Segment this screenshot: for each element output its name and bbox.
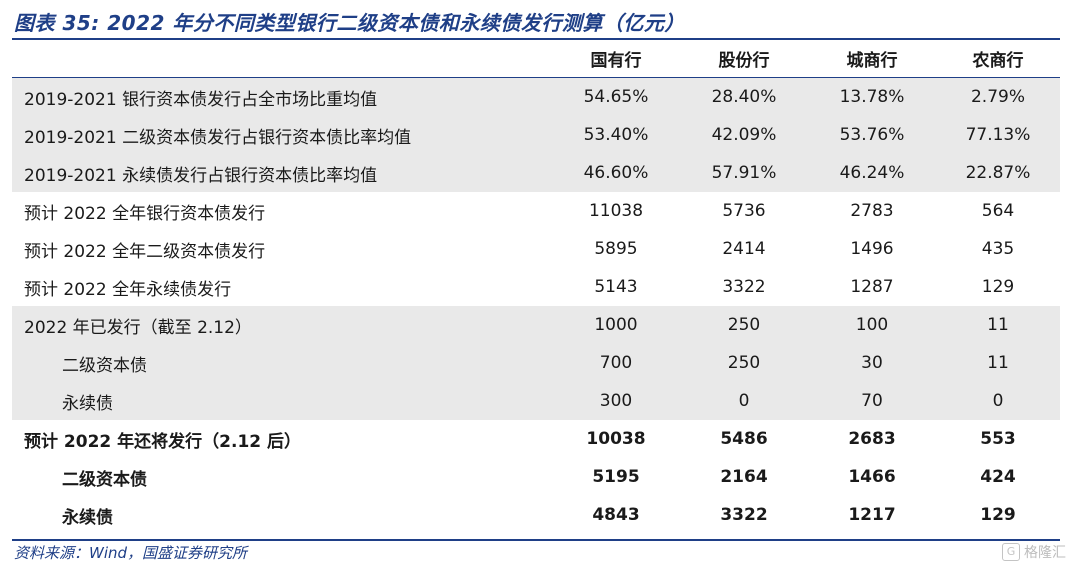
cell-value: 250: [680, 344, 808, 382]
table-row: 永续债 4843 3322 1217 129: [12, 496, 1060, 534]
cell-value: 0: [680, 382, 808, 420]
table-row: 预计 2022 年还将发行（2.12 后） 10038 5486 2683 55…: [12, 420, 1060, 458]
table-row: 2019-2021 永续债发行占银行资本债比率均值 46.60% 57.91% …: [12, 154, 1060, 192]
cell-value: 30: [808, 344, 936, 382]
cell-value: 53.40%: [552, 116, 680, 154]
cell-value: 2.79%: [936, 77, 1060, 116]
cell-value: 1466: [848, 467, 896, 487]
table-row: 永续债 300 0 70 0: [12, 382, 1060, 420]
cell-value: 2683: [848, 429, 896, 449]
row-label: 2019-2021 银行资本债发行占全市场比重均值: [12, 77, 552, 116]
cell-value: 2414: [722, 239, 766, 259]
cell-value: 22.87%: [936, 154, 1060, 192]
cell-value: 1217: [848, 505, 896, 525]
row-label: 预计 2022 全年二级资本债发行: [24, 241, 266, 262]
cell-value: 435: [981, 239, 1015, 259]
cell-value: 13.78%: [808, 77, 936, 116]
cell-value: 1000: [552, 306, 680, 344]
cell-value: 77.13%: [936, 116, 1060, 154]
cell-value: 46.60%: [552, 154, 680, 192]
table-row: 2019-2021 二级资本债发行占银行资本债比率均值 53.40% 42.09…: [12, 116, 1060, 154]
table-row: 2019-2021 银行资本债发行占全市场比重均值 54.65% 28.40% …: [12, 77, 1060, 116]
cell-value: 11: [936, 344, 1060, 382]
row-label: 永续债: [62, 507, 113, 528]
source-note: 资料来源：Wind，国盛证券研究所: [14, 544, 248, 562]
row-label: 预计 2022 年还将发行（2.12 后）: [24, 431, 302, 452]
cell-value: 300: [552, 382, 680, 420]
cell-value: 700: [552, 344, 680, 382]
cell-value: 57.91%: [680, 154, 808, 192]
cell-value: 250: [680, 306, 808, 344]
table-header-row: 国有行 股份行 城商行 农商行: [12, 40, 1060, 78]
cell-value: 1287: [850, 277, 894, 297]
cell-value: 5195: [592, 467, 640, 487]
cell-value: 10038: [586, 429, 646, 449]
row-label: 二级资本债: [62, 469, 147, 490]
watermark-text: 格隆汇: [1024, 545, 1066, 561]
watermark: G 格隆汇: [1002, 542, 1066, 562]
cell-value: 2783: [850, 201, 894, 221]
title-divider: [12, 38, 1060, 40]
cell-value: 0: [936, 382, 1060, 420]
cell-value: 5895: [594, 239, 638, 259]
table-row: 2022 年已发行（截至 2.12） 1000 250 100 11: [12, 306, 1060, 344]
cell-value: 553: [980, 429, 1016, 449]
cell-value: 28.40%: [680, 77, 808, 116]
header-joint-stock-banks: 股份行: [680, 40, 808, 78]
row-label: 永续债: [12, 382, 552, 420]
header-rural-commercial-banks: 农商行: [936, 40, 1060, 78]
cell-value: 2164: [720, 467, 768, 487]
table-row: 预计 2022 全年二级资本债发行 5895 2414 1496 435: [12, 230, 1060, 268]
cell-value: 53.76%: [808, 116, 936, 154]
cell-value: 3322: [720, 505, 768, 525]
cell-value: 424: [980, 467, 1016, 487]
row-label: 2019-2021 永续债发行占银行资本债比率均值: [12, 154, 552, 192]
cell-value: 54.65%: [552, 77, 680, 116]
cell-value: 5143: [594, 277, 638, 297]
row-label: 二级资本债: [12, 344, 552, 382]
row-label: 预计 2022 全年永续债发行: [24, 279, 232, 300]
table-title: 图表 35: 2022 年分不同类型银行二级资本债和永续债发行测算（亿元）: [14, 11, 685, 35]
row-label: 预计 2022 全年银行资本债发行: [24, 203, 266, 224]
cell-value: 1496: [850, 239, 894, 259]
header-city-commercial-banks: 城商行: [808, 40, 936, 78]
row-label: 2022 年已发行（截至 2.12）: [12, 306, 552, 344]
cell-value: 11038: [588, 201, 644, 221]
cell-value: 46.24%: [808, 154, 936, 192]
cell-value: 100: [808, 306, 936, 344]
cell-value: 42.09%: [680, 116, 808, 154]
cell-value: 5736: [722, 201, 766, 221]
cell-value: 129: [981, 277, 1015, 297]
watermark-logo-icon: G: [1002, 543, 1020, 561]
table-row: 二级资本债 700 250 30 11: [12, 344, 1060, 382]
table-row: 预计 2022 全年银行资本债发行 11038 5736 2783 564: [12, 192, 1060, 230]
header-label-column: [12, 40, 552, 78]
row-label: 2019-2021 二级资本债发行占银行资本债比率均值: [12, 116, 552, 154]
cell-value: 3322: [722, 277, 766, 297]
cell-value: 70: [808, 382, 936, 420]
cell-value: 4843: [592, 505, 640, 525]
table-row: 二级资本债 5195 2164 1466 424: [12, 458, 1060, 496]
cell-value: 11: [936, 306, 1060, 344]
cell-value: 564: [981, 201, 1015, 221]
header-state-owned-banks: 国有行: [552, 40, 680, 78]
cell-value: 5486: [720, 429, 768, 449]
table-row: 预计 2022 全年永续债发行 5143 3322 1287 129: [12, 268, 1060, 306]
cell-value: 129: [980, 505, 1016, 525]
bottom-divider: [12, 539, 1060, 541]
issuance-table: 国有行 股份行 城商行 农商行 2019-2021 银行资本债发行占全市场比重均…: [12, 40, 1060, 534]
